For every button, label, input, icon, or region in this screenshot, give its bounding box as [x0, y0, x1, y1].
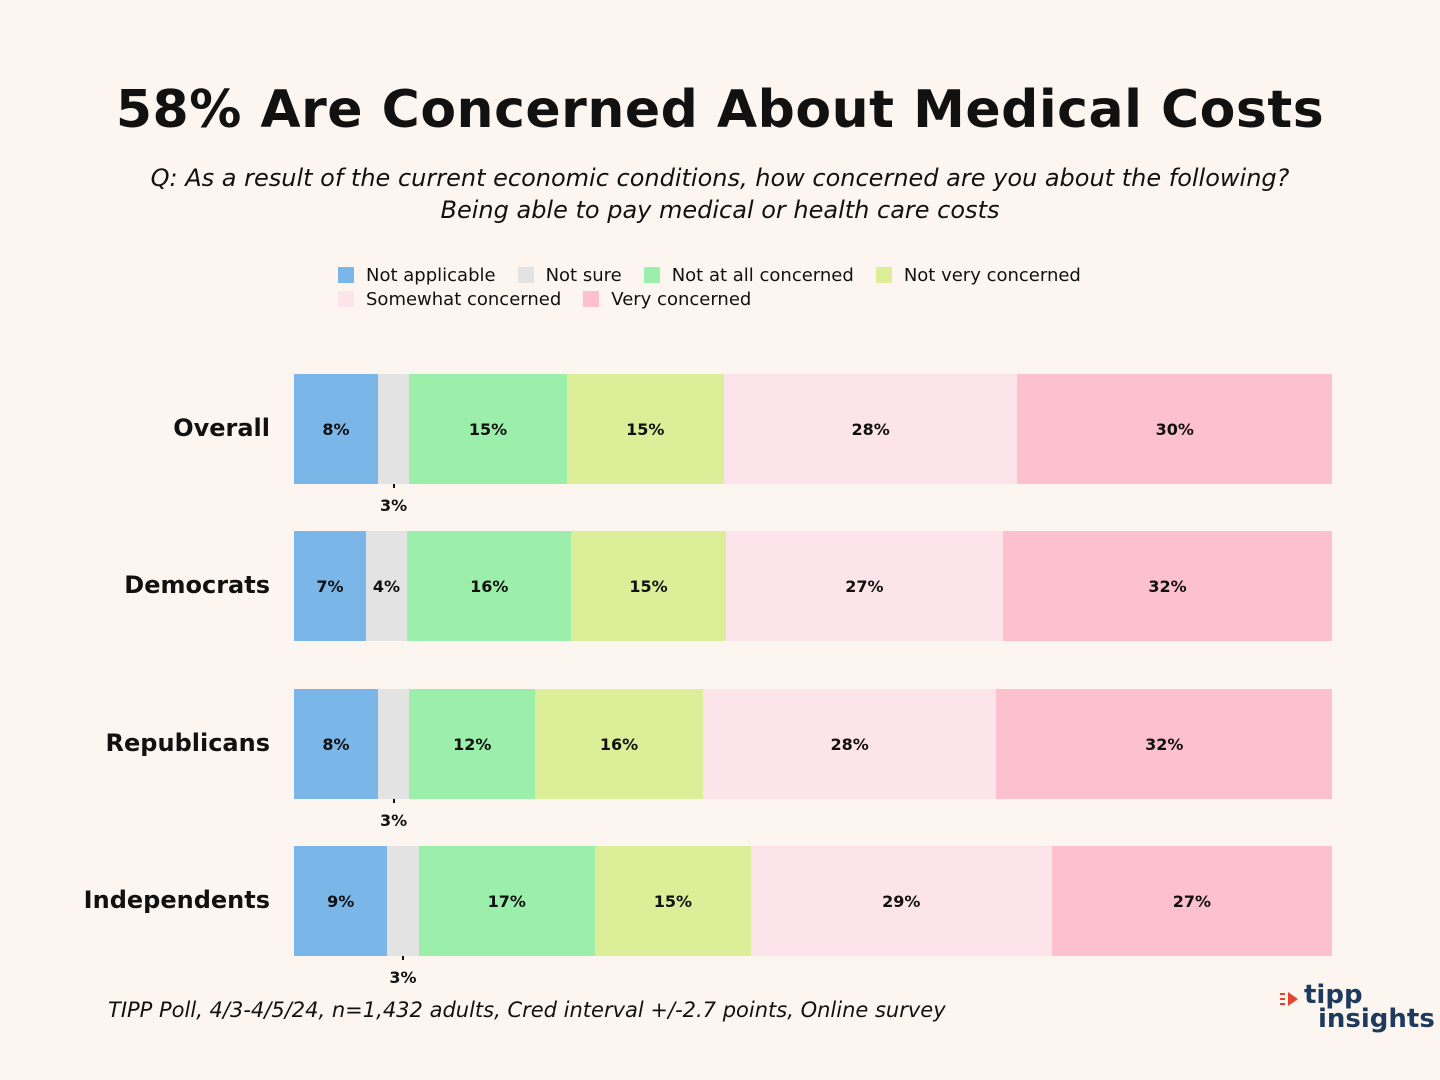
bar-segment: 29%	[750, 846, 1052, 956]
data-label: 15%	[468, 419, 508, 439]
legend-label: Very concerned	[611, 288, 752, 310]
bar-row: 8% 15% 15% 28% 30%	[294, 374, 1332, 484]
category-label: Independents	[83, 886, 270, 914]
logo-text-tipp: tipp	[1304, 980, 1363, 1010]
legend-swatch	[517, 267, 534, 283]
data-label-outside: 3%	[380, 496, 408, 515]
legend-swatch	[643, 267, 660, 283]
legend-swatch	[338, 267, 354, 283]
data-label: 28%	[851, 419, 890, 439]
legend-label: Not applicable	[366, 264, 496, 286]
bar-segment: 32%	[996, 689, 1332, 799]
data-label: 8%	[322, 419, 350, 439]
bar-segment: 16%	[535, 689, 703, 799]
bar-row: 9% 17% 15% 29% 27%	[294, 846, 1332, 956]
bar-segment	[377, 689, 410, 799]
source-note: TIPP Poll, 4/3-4/5/24, n=1,432 adults, C…	[108, 998, 946, 1022]
data-label: 15%	[629, 576, 668, 596]
bar-segment: 15%	[409, 374, 567, 484]
bar-row: 8% 12% 16% 28% 32%	[294, 689, 1332, 799]
bar-segment: 9%	[294, 846, 388, 956]
bar-segment: 30%	[1017, 374, 1332, 484]
legend-swatch	[338, 291, 354, 307]
bar-segment: 7%	[294, 531, 366, 641]
data-label-outside: 3%	[380, 811, 408, 830]
data-label: 30%	[1155, 419, 1194, 439]
tipp-insights-logo: tipp insights	[1280, 980, 1435, 1036]
data-label: 32%	[1145, 734, 1184, 754]
data-label: 17%	[487, 891, 526, 911]
legend-swatch	[875, 267, 892, 283]
bar-segment: 4%	[365, 531, 408, 641]
legend-item: Not very concerned	[875, 264, 1081, 286]
legend-item: Not at all concerned	[643, 264, 854, 286]
bar-segment: 12%	[409, 689, 536, 799]
legend-label: Not very concerned	[903, 264, 1081, 286]
category-label: Democrats	[124, 571, 270, 599]
bar-segment: 8%	[294, 374, 378, 484]
category-label: Overall	[173, 414, 270, 442]
bar-segment: 15%	[571, 531, 726, 641]
data-label-outside: 3%	[389, 968, 417, 987]
logo-text-insights: insights	[1318, 1004, 1435, 1034]
bar-segment: 17%	[418, 846, 595, 956]
bar-segment	[377, 374, 410, 484]
logo-mark-icon	[1280, 992, 1298, 1006]
data-label: 28%	[830, 734, 869, 754]
data-label: 4%	[372, 576, 401, 596]
legend-swatch	[583, 291, 600, 307]
data-label: 9%	[327, 891, 355, 911]
data-label: 16%	[470, 576, 509, 596]
category-label: Republicans	[105, 729, 270, 757]
legend-item: Not applicable	[338, 264, 496, 286]
legend-label: Not at all concerned	[671, 264, 854, 286]
legend-item: Somewhat concerned	[338, 288, 562, 310]
bar-segment: 15%	[566, 374, 724, 484]
data-label: 15%	[653, 891, 692, 911]
bar-segment: 28%	[723, 374, 1018, 484]
legend-label: Somewhat concerned	[366, 288, 562, 310]
data-label: 27%	[1172, 891, 1211, 911]
bar-segment: 27%	[1051, 846, 1332, 956]
bar-segment: 16%	[407, 531, 572, 641]
bar-segment: 28%	[702, 689, 997, 799]
legend: Not applicable Not sure Not at all concern…	[338, 264, 1328, 310]
data-label: 8%	[322, 734, 350, 754]
data-label: 15%	[626, 419, 665, 439]
legend-item: Very concerned	[583, 288, 752, 310]
bar-row: 7% 4% 16% 15% 27% 32%	[294, 531, 1332, 641]
data-label: 16%	[599, 734, 639, 754]
bar-segment: 27%	[725, 531, 1004, 641]
data-label: 32%	[1148, 576, 1187, 596]
bar-segment	[387, 846, 419, 956]
chart-subtitle: Q: As a result of the current economic c…	[150, 164, 1290, 224]
data-label: 27%	[845, 576, 884, 596]
bar-segment: 8%	[294, 689, 378, 799]
data-label: 7%	[316, 576, 344, 596]
legend-label: Not sure	[545, 264, 622, 286]
legend-item: Not sure	[517, 264, 622, 286]
data-label: 12%	[453, 734, 492, 754]
chart-title: 58% Are Concerned About Medical Costs	[115, 80, 1325, 140]
bar-segment: 15%	[595, 846, 751, 956]
data-label: 29%	[882, 891, 921, 911]
bar-segment: 32%	[1003, 531, 1332, 641]
